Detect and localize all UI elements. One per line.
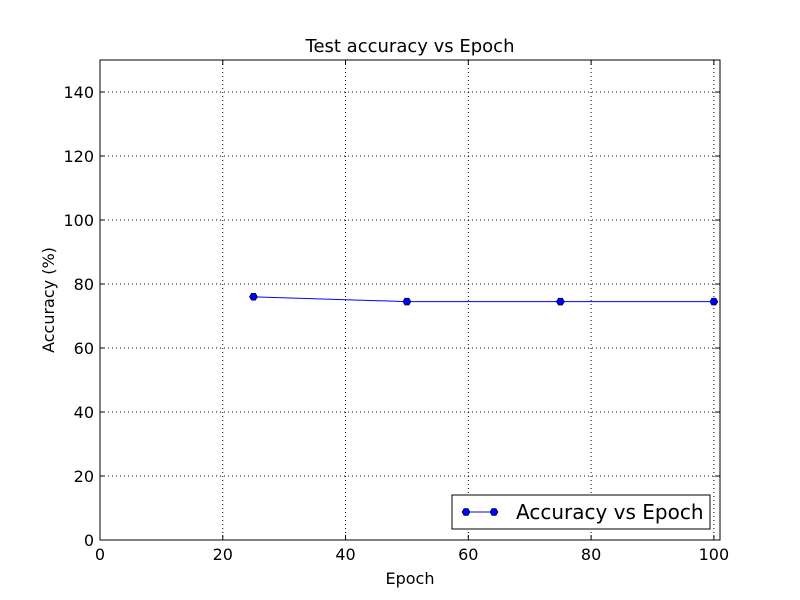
legend-marker: [461, 508, 471, 516]
legend-label: Accuracy vs Epoch: [516, 500, 704, 524]
x-tick-label: 80: [581, 545, 601, 564]
x-tick-label: 40: [335, 545, 355, 564]
legend: Accuracy vs Epoch: [451, 494, 711, 530]
x-axis-label: Epoch: [386, 569, 435, 588]
legend-marker: [489, 508, 499, 516]
series-layer: [249, 293, 719, 306]
axis-ticks: [99, 60, 720, 541]
y-tick-label: 0: [84, 531, 94, 550]
y-tick-label: 20: [74, 467, 94, 486]
y-tick-label: 120: [63, 147, 94, 166]
y-axis-label: Accuracy (%): [39, 247, 58, 353]
y-tick-label: 140: [63, 83, 94, 102]
x-tick-label: 0: [95, 545, 105, 564]
data-point: [556, 297, 565, 306]
x-tick-label: 20: [213, 545, 233, 564]
plot-frame: [99, 59, 721, 541]
x-tick-label: 60: [458, 545, 478, 564]
data-point: [709, 297, 719, 306]
data-point: [249, 293, 258, 301]
data-point: [402, 297, 412, 306]
y-tick-label: 80: [74, 275, 94, 294]
y-tick-label: 60: [74, 339, 94, 358]
chart-title: Test accuracy vs Epoch: [305, 36, 515, 57]
y-tick-label: 40: [74, 403, 94, 422]
series-line: [253, 296, 714, 303]
x-tick-label: 100: [699, 545, 730, 564]
y-tick-label: 100: [63, 211, 94, 230]
tick-labels: 0 20 40 60 80 100 0 20 40 60 80 100 120 140: [63, 83, 729, 564]
